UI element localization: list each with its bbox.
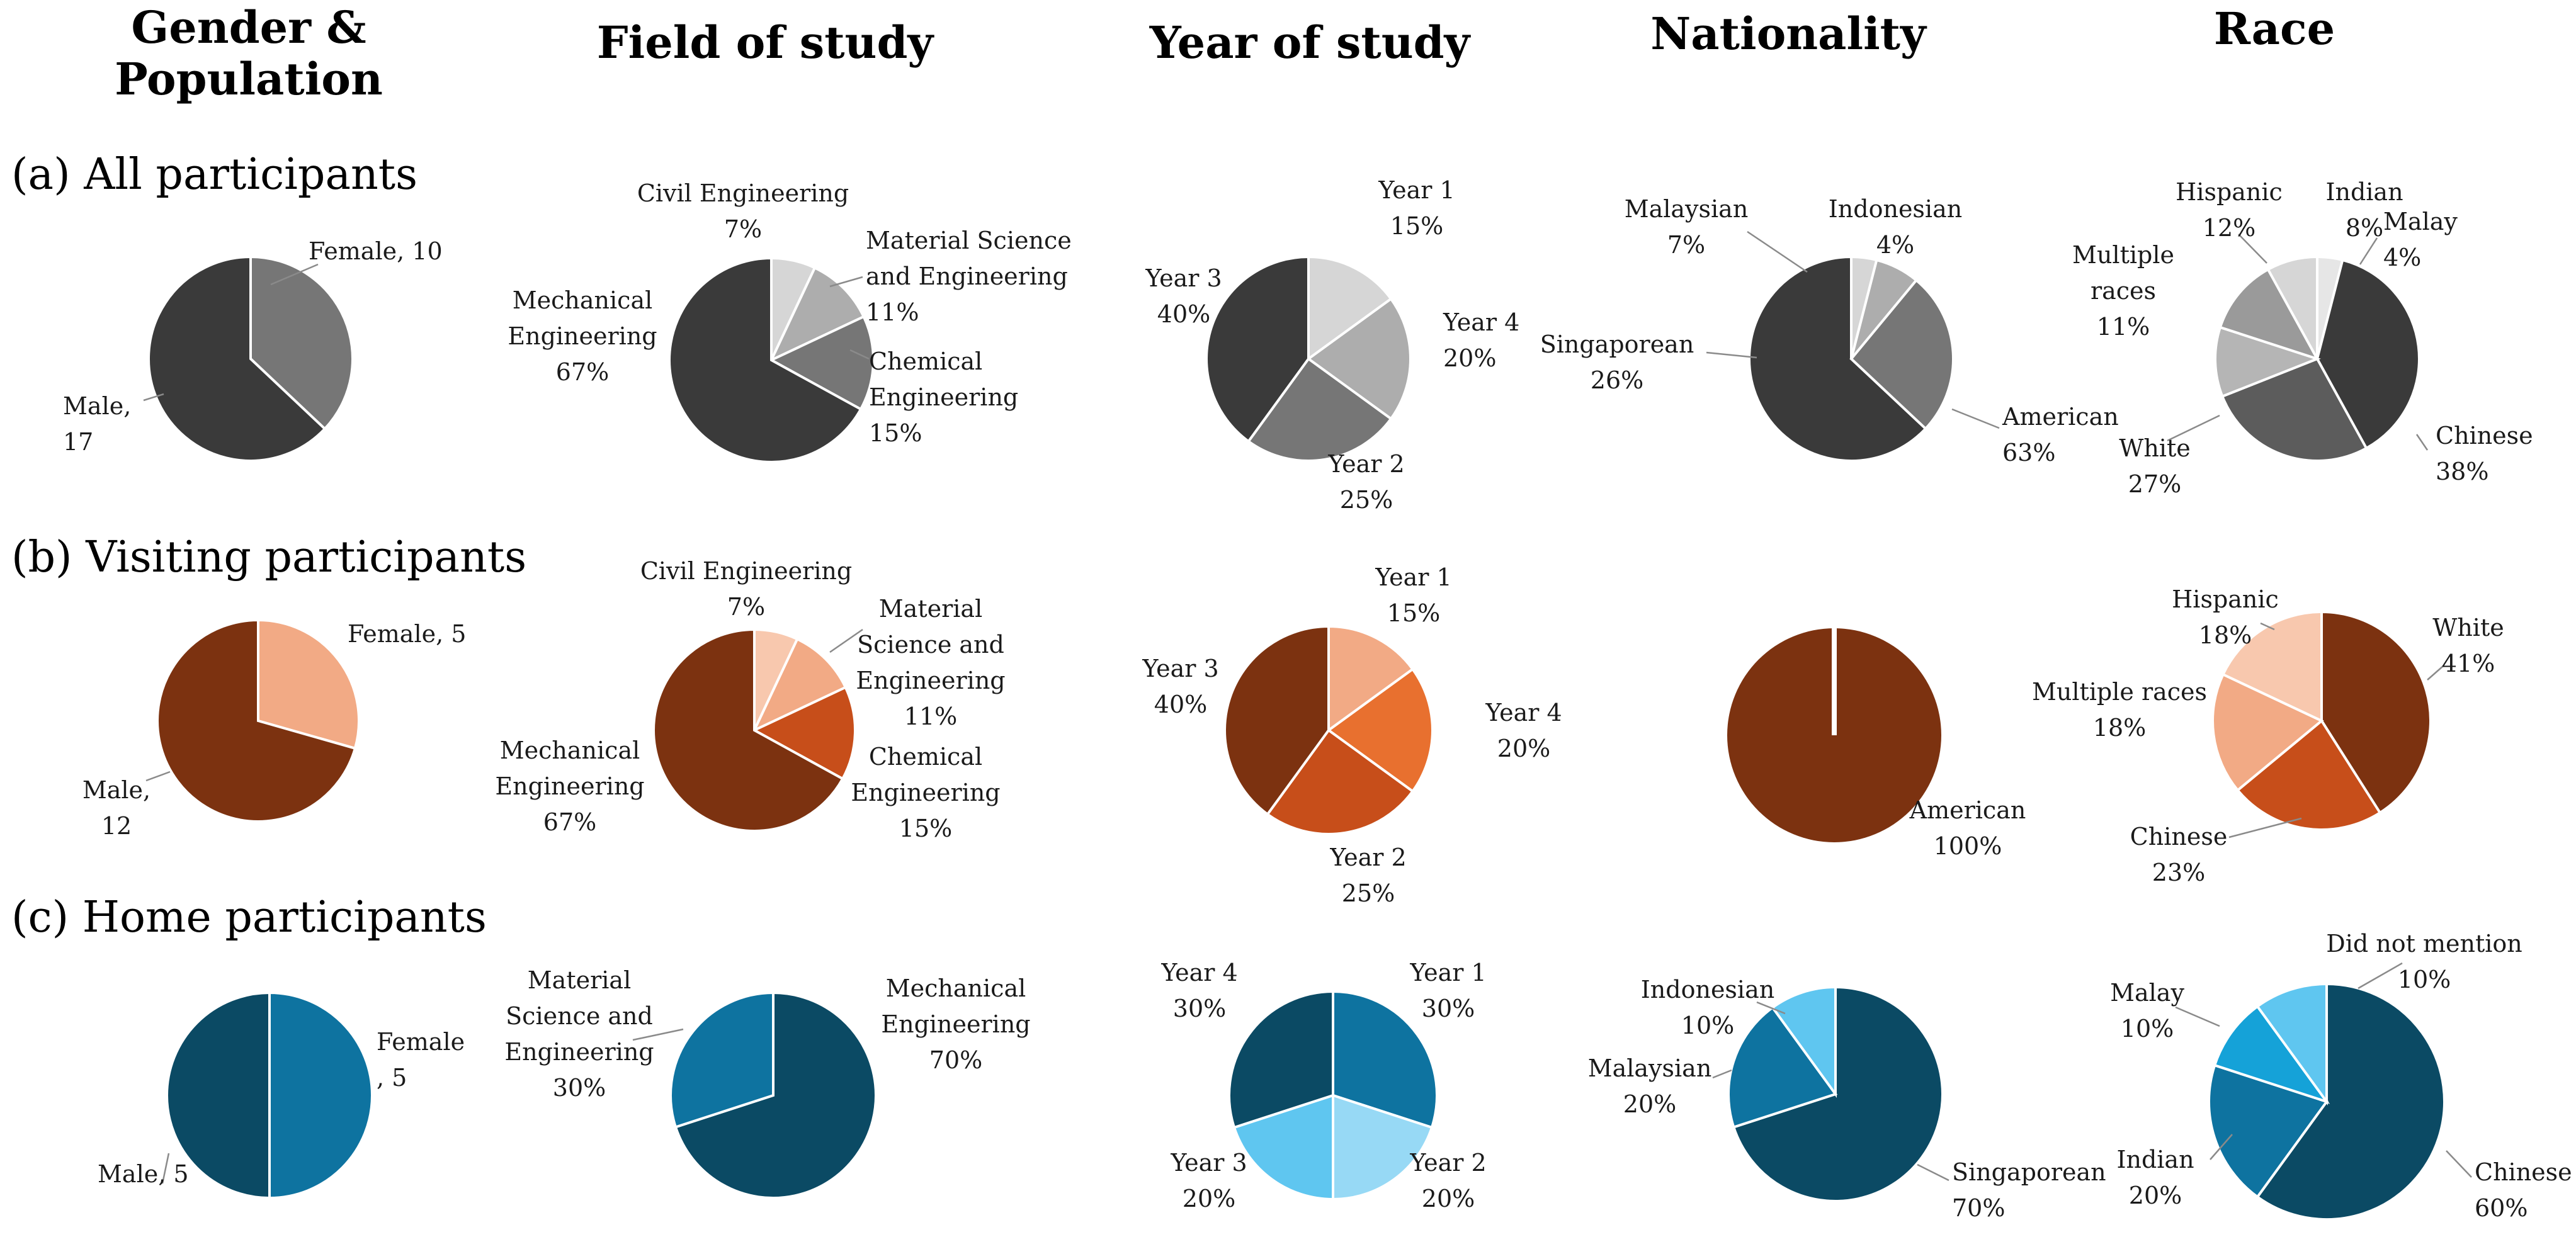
slice-label-did-not-mention: Did not mention 10% bbox=[2326, 930, 2522, 993]
slice-label-civil-engineering: Civil Engineering 7% bbox=[637, 179, 849, 243]
slice-label-malaysian: Malaysian 7% bbox=[1625, 195, 1749, 259]
pie-c-home-participants-field-of-study: Mechanical Engineering 70% Material Science … bbox=[504, 966, 1030, 1198]
row-label-a-all-participants: (a) All participants bbox=[11, 150, 417, 200]
leader-line bbox=[1747, 232, 1807, 272]
leader-line bbox=[2417, 434, 2427, 450]
slice-label-year-1: Year 1 15% bbox=[1375, 563, 1451, 627]
slice-label-material-science-and-engineering: Material Science and Engineering 30% bbox=[504, 966, 654, 1102]
pie-b-visiting-participants-gender-population: Female, 5 Male, 12 bbox=[82, 620, 467, 840]
slice-label-mechanical-engineering: Mechanical Engineering 67% bbox=[508, 286, 657, 386]
slice-label-multiple-races: Multiple races 18% bbox=[2032, 678, 2207, 742]
slice-label-indonesian: Indonesian 4% bbox=[1829, 195, 1962, 259]
slice-label-chinese: Chinese 60% bbox=[2475, 1158, 2572, 1222]
slice-label-material-science-and-engineering: Material Science and Engineering 11% bbox=[856, 595, 1005, 730]
slice-label-mechanical-engineering: Mechanical Engineering 67% bbox=[495, 737, 644, 836]
slice-label-female: Female, 5 bbox=[348, 620, 466, 648]
slice-label-singaporean: Singaporean 70% bbox=[1952, 1158, 2106, 1222]
header-nationality: Nationality bbox=[1650, 8, 1927, 60]
slice-label-white: White 41% bbox=[2432, 614, 2504, 677]
leader-line bbox=[2229, 818, 2301, 837]
slice-label-chemical-engineering: Chemical Engineering 15% bbox=[869, 347, 1018, 447]
leader-line bbox=[1917, 1165, 1949, 1180]
leader-line bbox=[2360, 238, 2377, 264]
slice-label-multiple-races: Multiple races 11% bbox=[2072, 241, 2174, 341]
pie-c-home-participants-gender-population: Female, 5 Male, 5 bbox=[98, 993, 465, 1198]
slice-label-year-1: Year 1 30% bbox=[1409, 959, 1486, 1022]
slice-label-year-2: Year 2 25% bbox=[1329, 844, 1406, 907]
slice-label-year-2: Year 2 25% bbox=[1327, 450, 1404, 514]
pie-a-all-participants-year-of-study: Year 1 15% Year 4 20% Year 2 25% Year 3 40% bbox=[1145, 176, 1519, 514]
slice-label-year-1: Year 1 15% bbox=[1378, 176, 1455, 240]
slice-label-year-4: Year 4 20% bbox=[1443, 308, 1519, 372]
slice-label-singaporean: Singaporean 26% bbox=[1540, 330, 1694, 394]
slice-label-male: Male, 5 bbox=[98, 1160, 189, 1188]
slice-label-year-3: Year 3 40% bbox=[1142, 655, 1218, 718]
slice-label-year-2: Year 2 20% bbox=[1409, 1149, 1486, 1212]
header-year-of-study: Year of study bbox=[1149, 16, 1472, 69]
pie-a-all-participants-field-of-study: Civil Engineering 7% Material Science and E… bbox=[508, 179, 1071, 462]
slice-label-malay: Malay 4% bbox=[2383, 208, 2458, 271]
leader-line bbox=[2358, 963, 2402, 988]
slice-label-mechanical-engineering: Mechanical Engineering 70% bbox=[881, 974, 1030, 1074]
slice-label-male: Male, 12 bbox=[82, 776, 150, 840]
pie-a-all-participants-race: Malay 4% Chinese 38% White 27% Multiple races 11… bbox=[2072, 178, 2533, 498]
pie-c-home-participants-nationality: Singaporean 70% Malaysian 20% Indonesian 10% bbox=[1588, 976, 2106, 1222]
leader-line bbox=[1952, 409, 1999, 428]
leader-line bbox=[2446, 1151, 2471, 1177]
pie-b-visiting-participants-nationality: American 100% bbox=[1727, 628, 2026, 860]
slice-label-year-4: Year 4 30% bbox=[1160, 959, 1237, 1022]
slice-female bbox=[270, 993, 372, 1198]
row-label-c-home-participants: (c) Home participants bbox=[11, 893, 487, 942]
slice-label-year-3: Year 3 40% bbox=[1145, 264, 1222, 328]
slice-label-malaysian: Malaysian 20% bbox=[1588, 1054, 1712, 1118]
row-label-b-visiting-participants: (b) Visiting participants bbox=[11, 533, 526, 582]
slice-label-male: Male, 17 bbox=[63, 392, 131, 456]
slice-label-civil-engineering: Civil Engineering 7% bbox=[640, 557, 852, 621]
slice-label-chinese: Chinese 38% bbox=[2436, 422, 2533, 485]
header-gender-population: Gender & Population bbox=[115, 1, 383, 105]
slice-label-american: American 63% bbox=[2002, 403, 2119, 466]
slice-label-chemical-engineering: Chemical Engineering 15% bbox=[851, 743, 1000, 842]
figure-stage: Gender & Population Field of study Year of … bbox=[0, 0, 2576, 1237]
slice-label-chinese: Chinese 23% bbox=[2130, 823, 2228, 886]
slice-label-year-3: Year 3 20% bbox=[1170, 1149, 1247, 1212]
slice-label-female: Female, 10 bbox=[309, 237, 443, 265]
slice-label-indian: Indian 20% bbox=[2116, 1146, 2194, 1209]
pie-b-visiting-participants-field-of-study: Civil Engineering 7% Material Science and En… bbox=[495, 557, 1005, 842]
header-race: Race bbox=[2214, 3, 2335, 55]
slice-label-malay: Malay 10% bbox=[2110, 979, 2184, 1042]
slice-label-american: American 100% bbox=[1909, 796, 2026, 860]
leader-line bbox=[2176, 1007, 2220, 1026]
pie-b-visiting-participants-race: White 41%Chinese 23%Multiple races 18%Hispa… bbox=[2032, 585, 2504, 886]
pie-a-all-participants-gender-population: Female, 10 Male, 17 bbox=[63, 237, 443, 461]
leader-line bbox=[2427, 666, 2443, 680]
header-field-of-study: Field of study bbox=[597, 16, 934, 69]
slice-label-material-science-and-engineering: Material Science and Engineering 11% bbox=[866, 227, 1072, 326]
slice-label-hispanic: Hispanic 12% bbox=[2176, 178, 2283, 242]
pie-b-visiting-participants-year-of-study: Year 1 15% Year 4 20% Year 2 25% Year 3 40% bbox=[1142, 563, 1562, 907]
pie-c-home-participants-race: Chinese 60% Indian 20% Malay 10% Did not menti… bbox=[2110, 930, 2572, 1222]
pie-c-home-participants-year-of-study: Year 1 30% Year 2 20% Year 3 20% Year 4 30% bbox=[1160, 959, 1486, 1212]
pie-a-all-participants-nationality: American 63% Singaporean 26% Malaysian 7% Indo… bbox=[1540, 195, 2119, 466]
slice-label-white: White 27% bbox=[2119, 434, 2190, 498]
slice-label-year-4: Year 4 20% bbox=[1485, 699, 1562, 762]
pie-chart-grid: Gender & Population Field of study Year of … bbox=[0, 0, 2576, 1237]
slice-label-female: Female, 5 bbox=[377, 1028, 465, 1092]
